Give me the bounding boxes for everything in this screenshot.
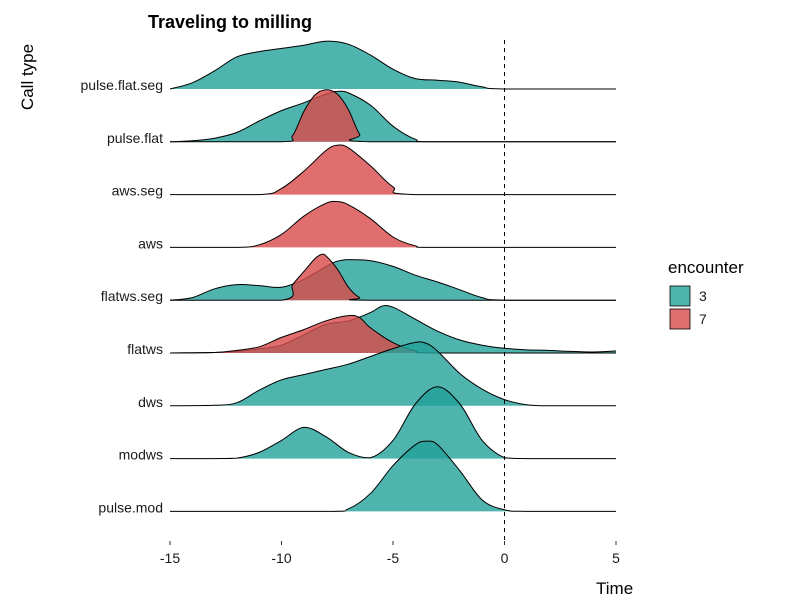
ridge-outline-pulse-flat-encounter-7	[170, 89, 616, 143]
ridges	[169, 40, 617, 512]
y-tick-label: flatws	[127, 341, 163, 357]
ridge-outline-pulse-mod-encounter-3	[170, 440, 616, 512]
y-tick-label: aws.seg	[112, 183, 163, 199]
x-tick-label: 0	[501, 550, 509, 566]
ridge-pulse-flat-seg-encounter-3	[170, 41, 616, 89]
ridge-outline-modws-encounter-3	[170, 386, 616, 460]
y-tick-labels: pulse.flat.seg pulse.flat aws.seg aws flatws…	[81, 77, 164, 515]
y-tick-label: aws	[138, 235, 163, 251]
ridge-outline-dws-encounter-3	[169, 341, 616, 407]
ridge-outline-pulse-flat-seg-encounter-3	[169, 40, 616, 90]
x-axis-ticks: -15 -10 -5 0 5	[160, 541, 620, 566]
ridge-outline-aws-seg-encounter-7	[169, 144, 616, 196]
legend-label-7: 7	[699, 311, 707, 327]
ridge-outline-aws-encounter-7	[170, 200, 616, 248]
ridge-outline-flatws-seg-encounter-3	[169, 259, 616, 301]
ridge-flatws-seg-encounter-3	[170, 259, 616, 301]
ridge-flatws-encounter-7	[170, 315, 616, 353]
x-tick-label: -10	[271, 550, 291, 566]
y-tick-label: pulse.mod	[98, 499, 163, 515]
ridge-dws-encounter-3	[170, 341, 616, 406]
ridge-aws-encounter-7	[170, 201, 616, 248]
legend: encounter 37	[668, 258, 744, 330]
y-tick-label: pulse.flat.seg	[81, 77, 164, 93]
ridge-outline-flatws-seg-encounter-7	[170, 253, 616, 301]
ridge-pulse-flat-encounter-3	[170, 91, 616, 142]
legend-title: encounter	[668, 258, 744, 277]
legend-swatch-3	[669, 285, 691, 307]
chart-title: Traveling to milling	[148, 12, 312, 32]
y-tick-label: flatws.seg	[101, 288, 163, 304]
ridge-pulse-mod-encounter-3	[170, 441, 616, 512]
x-tick-label: -5	[387, 550, 400, 566]
legend-swatch-7	[669, 308, 691, 330]
legend-entries: 37	[669, 285, 707, 330]
legend-label-3: 3	[699, 288, 707, 304]
ridge-flatws-encounter-3	[170, 305, 616, 353]
x-tick-label: 5	[612, 550, 620, 566]
x-axis-title: Time	[596, 579, 633, 598]
y-axis-title: Call type	[18, 44, 37, 110]
y-tick-label: pulse.flat	[107, 130, 163, 146]
y-tick-label: modws	[119, 447, 163, 463]
y-tick-label: dws	[138, 394, 163, 410]
x-tick-label: -15	[160, 550, 180, 566]
